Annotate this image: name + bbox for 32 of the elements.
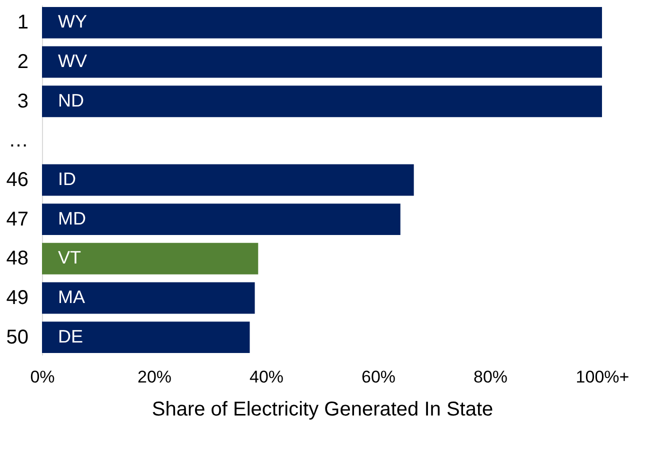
bar (42, 164, 414, 196)
bar (42, 282, 255, 314)
bar (42, 46, 602, 78)
annotation: MD (58, 208, 86, 228)
y-tick-label: 50 (6, 326, 28, 348)
x-tick-label: 40% (249, 368, 284, 386)
bar (42, 242, 258, 274)
x-tick-label: 20% (137, 368, 172, 386)
annotation: DE (58, 326, 84, 346)
annotation: WY (58, 12, 87, 32)
bar (42, 6, 602, 38)
y-tick-label: 3 (17, 90, 28, 112)
y-tick-label: 48 (6, 248, 28, 270)
annotation: ND (58, 90, 84, 110)
annotation: VT (58, 248, 82, 268)
annotation: MA (58, 286, 85, 307)
x-tick-label: 100%+ (576, 368, 630, 386)
x-tick-label: 0% (30, 368, 55, 386)
bar (42, 322, 250, 354)
y-tick-label: 1 (17, 12, 28, 34)
x-tick-label: 80% (473, 368, 508, 386)
annotation: ID (58, 169, 76, 189)
bar (42, 86, 602, 118)
y-tick-label: 2 (17, 51, 28, 74)
x-axis-title: Share of Electricity Generated In State (152, 398, 494, 420)
x-tick-label: 60% (361, 368, 396, 386)
y-tick-label: 49 (6, 286, 28, 309)
y-tick-label: 46 (6, 169, 28, 191)
bar (42, 204, 400, 236)
annotation: WV (58, 51, 87, 72)
y-tick-label: … (8, 130, 28, 152)
y-tick-label: 47 (6, 208, 28, 230)
